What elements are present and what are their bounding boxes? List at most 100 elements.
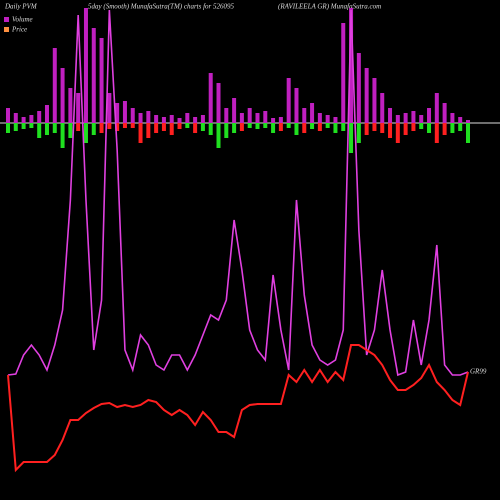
volume-bar-down [434,123,439,143]
volume-bar-down [76,123,81,131]
volume-bar [115,103,120,123]
volume-bar [13,113,18,123]
volume-bar-down [83,123,88,143]
volume-bar [271,118,276,123]
volume-bar-down [224,123,229,138]
volume-bar [419,115,424,123]
volume-bar-down [193,123,198,133]
volume-bar-down [68,123,73,138]
volume-bar [154,115,159,123]
volume-bar-down [37,123,42,138]
volume-bar [294,88,299,123]
volume-bar-down [146,123,151,138]
volume-bar [395,115,400,123]
volume-bar [169,115,174,123]
volume-bar-down [130,123,135,128]
volume-bar-down [247,123,252,128]
volume-bar-down [294,123,299,135]
volume-bar-down [278,123,283,131]
legend-label: Price [11,26,27,34]
volume-bar-down [302,123,307,133]
volume-bar-down [29,123,34,128]
volume-bar-down [427,123,432,133]
legend-label: Volume [12,16,33,24]
volume-bar [37,111,42,123]
volume-bar [278,117,283,123]
volume-bar-down [356,123,361,143]
volume-bar-down [200,123,205,131]
volume-bar-down [99,123,104,133]
volume-bar-down [154,123,159,133]
volume-bar [208,73,213,123]
volume-bar [216,83,221,123]
volume-bar [302,108,307,123]
volume-bar [6,108,10,123]
volume-bar-down [255,123,260,129]
volume-bar [356,53,361,123]
volume-bar [411,111,416,123]
volume-bar [83,8,88,123]
volume-bar-down [466,123,470,143]
volume-bar [146,111,151,123]
volume-bar [380,93,385,123]
volume-bar-down [458,123,463,131]
volume-bar-down [263,123,268,128]
volume-bar [466,120,470,123]
volume-bar [193,117,198,123]
legend-swatch [4,27,9,32]
volume-bar-down [380,123,385,133]
volume-bar-down [122,123,127,128]
volume-bar-down [325,123,330,128]
volume-bar [44,105,49,123]
volume-bar [91,28,96,123]
volume-bar-down [286,123,291,128]
volume-bar [310,103,315,123]
volume-bar [200,115,205,123]
volume-bar [177,118,182,123]
volume-bar-down [107,123,112,129]
volume-bar-down [208,123,213,135]
volume-bar [68,88,73,123]
volume-bar [224,108,229,123]
volume-bar [247,108,252,123]
volume-bar-down [419,123,424,129]
volume-bar [388,108,393,123]
volume-bar [239,113,244,123]
legend-swatch [4,17,9,22]
volume-bar-down [239,123,244,131]
volume-bar [99,38,104,123]
volume-bar-down [341,123,346,131]
volume-bar [185,113,190,123]
volume-bar [317,113,322,123]
volume-bar-down [44,123,49,135]
volume-bar-down [185,123,190,128]
volume-bar-down [13,123,18,131]
volume-bar [232,98,237,123]
volume-bar [255,113,260,123]
volume-bar [29,115,34,123]
volume-bar-down [216,123,221,148]
chart-source: (RAVILEELA GR) MunafaSutra.com [278,3,381,11]
end-label: GR99 [470,368,487,376]
volume-bar [427,108,432,123]
volume-bar-down [364,123,369,135]
volume-bar-down [138,123,143,143]
volume-bar [364,68,369,123]
volume-bar-down [60,123,65,148]
line [7,9,469,377]
volume-bar-down [333,123,338,133]
volume-bar-down [349,123,354,153]
volume-bar [130,108,135,123]
volume-bar-down [169,123,174,135]
volume-bar [60,68,65,123]
volume-bar-down [442,123,447,135]
volume-bar [442,103,447,123]
volume-bar-down [115,123,120,131]
volume-bar-down [91,123,96,135]
volume-bar [161,117,166,123]
volume-bar-down [161,123,166,131]
volume-bar [122,101,127,123]
volume-bar-down [388,123,393,138]
volume-bar [349,8,354,123]
